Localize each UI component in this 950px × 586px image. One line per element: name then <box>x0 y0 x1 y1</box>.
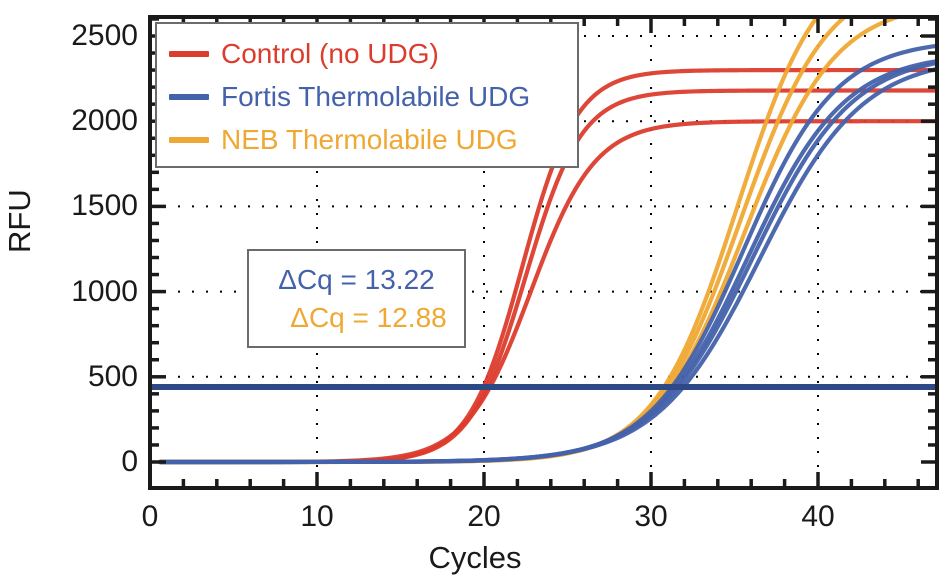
legend-swatch-neb <box>169 136 209 143</box>
y-tick-label: 0 <box>121 445 138 478</box>
x-tick-label: 0 <box>141 500 159 533</box>
chart-legend: Control (no UDG) Fortis Thermolabile UDG… <box>155 22 579 168</box>
legend-label-fortis: Fortis Thermolabile UDG <box>221 80 531 112</box>
axis-frame <box>148 15 939 490</box>
x-tick-label: 10 <box>300 500 334 533</box>
x-tick-label: 30 <box>634 500 668 533</box>
legend-swatch-control <box>169 50 209 57</box>
delta-cq-fortis: ΔCq = 13.22 <box>278 263 435 295</box>
legend-item-neb: NEB Thermolabile UDG <box>169 118 577 161</box>
x-axis-title: Cycles <box>428 540 522 575</box>
y-tick-label: 1500 <box>71 189 138 223</box>
y-tick-label: 1000 <box>71 274 138 308</box>
y-axis-title: RFU <box>2 189 37 253</box>
y-tick-label: 2500 <box>71 19 138 52</box>
legend-swatch-fortis <box>169 93 209 100</box>
y-tick-label: 500 <box>87 359 138 393</box>
legend-item-fortis: Fortis Thermolabile UDG <box>169 75 577 118</box>
delta-cq-annotation: ΔCq = 13.22 ΔCq = 12.88 <box>247 249 466 348</box>
x-tick-label: 20 <box>467 500 501 533</box>
legend-label-neb: NEB Thermolabile UDG <box>221 123 518 155</box>
amplification-curves <box>157 17 937 465</box>
legend-label-control: Control (no UDG) <box>221 37 439 69</box>
y-tick-label: 2000 <box>71 104 138 138</box>
x-tick-label: 40 <box>801 500 835 533</box>
legend-item-control: Control (no UDG) <box>169 32 577 75</box>
delta-cq-neb: ΔCq = 12.88 <box>290 301 447 333</box>
